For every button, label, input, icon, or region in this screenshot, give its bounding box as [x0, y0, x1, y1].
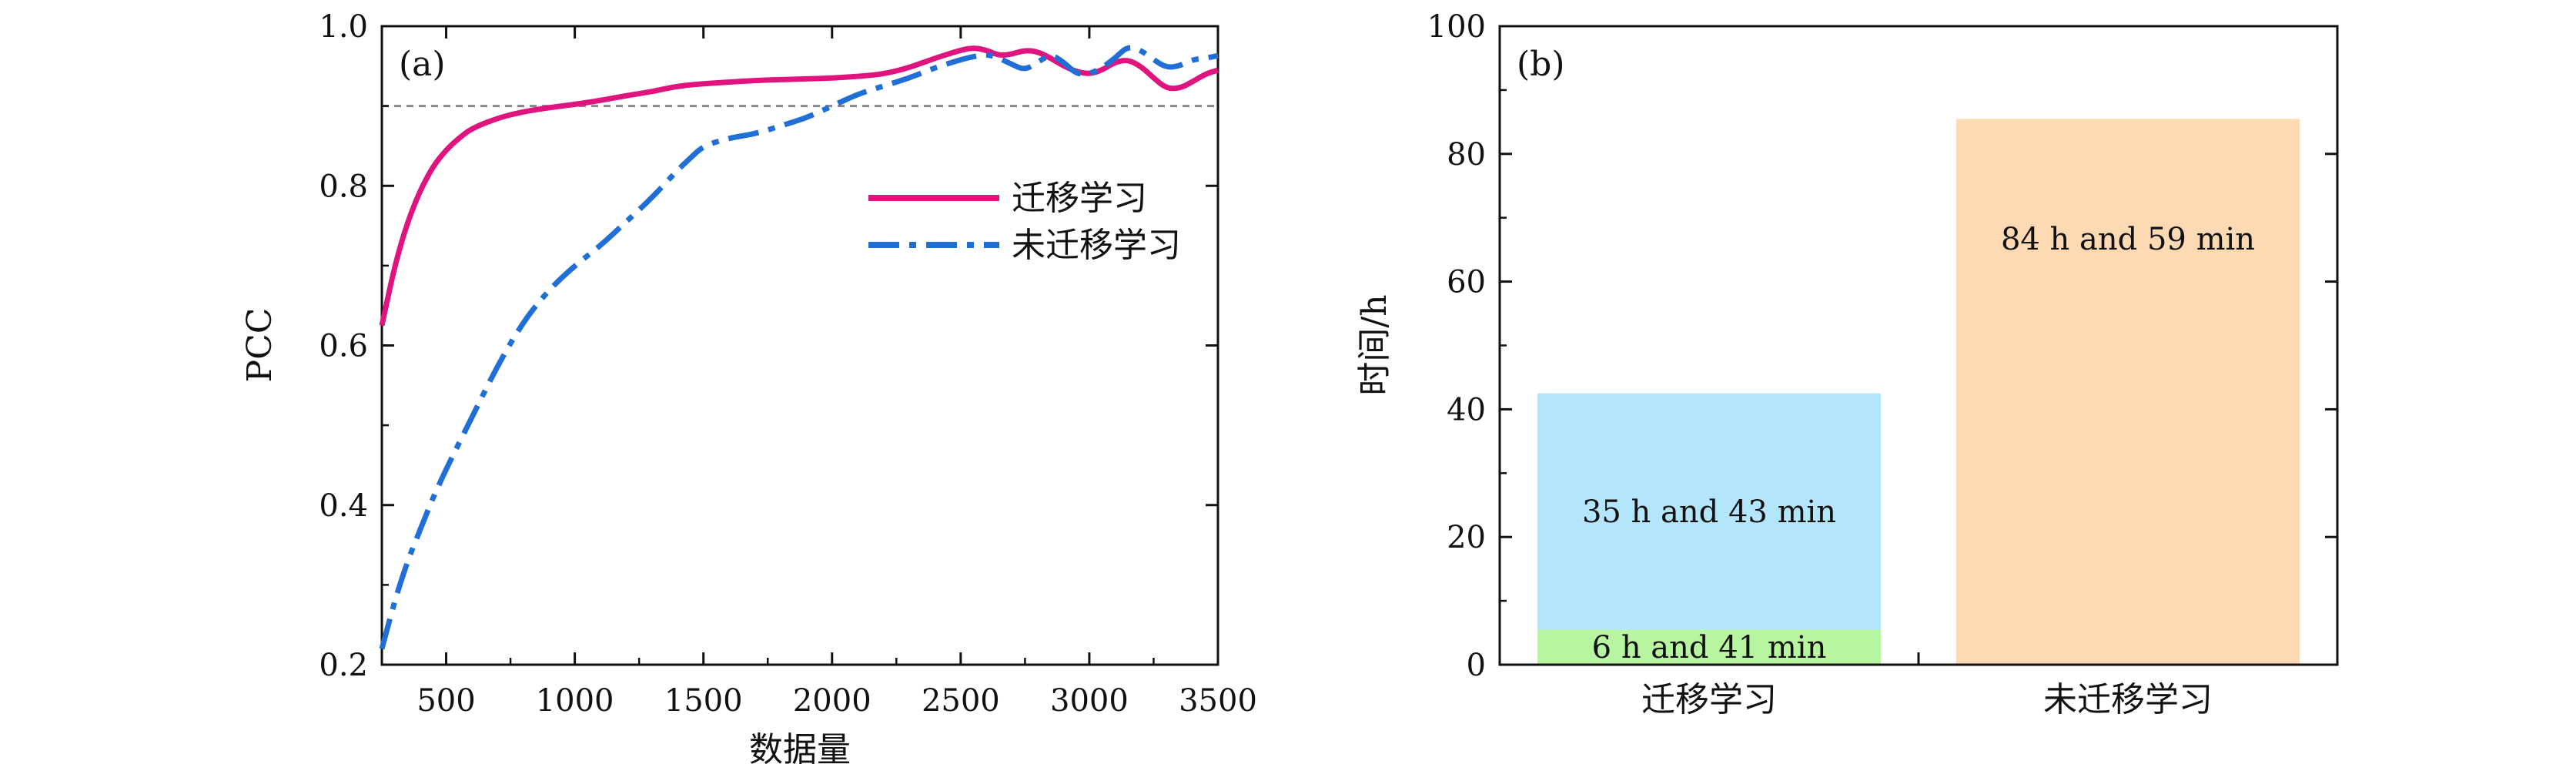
bar-segment-label: 35 h and 43 min: [1582, 494, 1836, 530]
x-tick-label: 1000: [536, 683, 614, 719]
y-axis-title: PCC: [240, 308, 279, 383]
x-category-label: 迁移学习: [1641, 680, 1777, 719]
y-tick-label: 80: [1447, 137, 1486, 173]
y-ticks: 0 20 40 60 80 100: [1427, 9, 2337, 683]
y-tick-label: 0.8: [319, 169, 368, 204]
x-ticks: 500 1000 1500 2000 2500 3000 3500: [417, 26, 1257, 719]
bar-segment-label: 6 h and 41 min: [1592, 630, 1827, 665]
series-group: [379, 45, 1219, 650]
y-tick-label: 60: [1447, 265, 1486, 300]
x-tick-label: 500: [417, 683, 475, 719]
line-chart-panel: 500 1000 1500 2000 2500 3000 3500 0.2 0.4 0.6 0.8…: [240, 9, 1257, 769]
legend: 迁移学习 未迁移学习: [868, 179, 1181, 265]
series-line-transfer: [379, 45, 1219, 327]
panel-tag: (a): [399, 45, 446, 84]
x-tick-label: 2500: [922, 683, 1000, 719]
panel-tag: (b): [1517, 45, 1565, 84]
legend-label-no-transfer: 未迁移学习: [1012, 226, 1181, 265]
y-tick-label: 40: [1447, 392, 1486, 427]
y-tick-label: 100: [1427, 9, 1486, 45]
bar-chart-panel: 6 h and 41 min 35 h and 43 min 84 h and 59…: [1355, 9, 2339, 719]
x-tick-label: 3500: [1179, 683, 1257, 719]
y-ticks: 0.2 0.4 0.6 0.8 1.0: [319, 9, 1218, 683]
series-line-no-transfer: [379, 45, 1219, 650]
y-tick-label: 20: [1447, 520, 1486, 555]
y-tick-label: 1.0: [319, 9, 368, 45]
bar-segment: [1537, 393, 1882, 630]
y-tick-label: 0.4: [319, 488, 368, 524]
legend-label-transfer: 迁移学习: [1012, 179, 1147, 218]
y-tick-label: 0.6: [319, 329, 368, 364]
x-category-label: 未迁移学习: [2043, 680, 2213, 719]
y-tick-label: 0.2: [319, 648, 368, 683]
x-ticks: 迁移学习 未迁移学习: [1641, 652, 2213, 719]
bar-segment: [1537, 629, 1882, 665]
x-axis-title: 数据量: [749, 730, 851, 769]
plot-area-frame: [380, 25, 1219, 666]
y-tick-label: 0: [1467, 648, 1486, 683]
bars-group: 6 h and 41 min 35 h and 43 min 84 h and 59…: [1537, 119, 2300, 665]
x-tick-label: 2000: [793, 683, 871, 719]
bar-segment: [1955, 119, 2300, 665]
bar-segment-label: 84 h and 59 min: [2001, 222, 2255, 257]
y-axis-title: 时间/h: [1355, 294, 1394, 395]
x-tick-label: 1500: [664, 683, 743, 719]
x-tick-label: 3000: [1050, 683, 1129, 719]
